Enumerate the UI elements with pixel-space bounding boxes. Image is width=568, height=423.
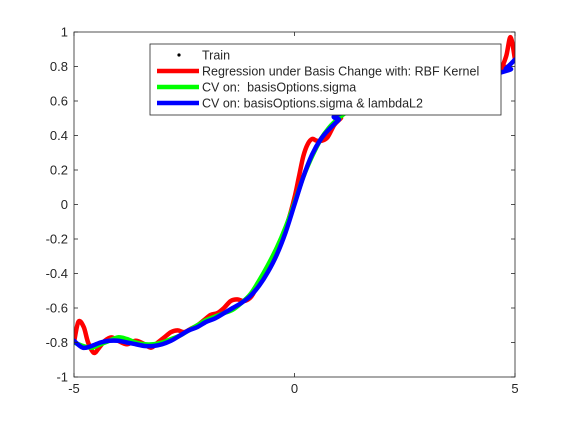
y-tick-label: -1	[56, 370, 68, 385]
y-tick-label: 0.4	[50, 128, 68, 143]
ticks-layer: -1 -0.8 -0.6 -0.4 -0.2 0 0.2 0.4 0.6 0.8 1 -5 0 5	[46, 25, 519, 397]
y-tick-label: 0.2	[50, 163, 68, 178]
legend-label-3: CV on: basisOptions.sigma & lambdaL2	[202, 97, 423, 111]
series-layer	[74, 34, 515, 356]
x-tick-label: -5	[68, 381, 80, 396]
legend-label-0: Train	[202, 49, 230, 63]
y-tick-label: 0.6	[50, 94, 68, 109]
legend-label-2: CV on: basisOptions.sigma	[202, 81, 356, 95]
series-lines	[74, 34, 515, 356]
legend: Train Regression under Basis Change with:…	[149, 43, 502, 116]
y-tick-label: 0.8	[50, 59, 68, 74]
legend-label-1: Regression under Basis Change with: RBF …	[202, 65, 479, 79]
y-tick-label: 0	[61, 197, 68, 212]
y-tick-label: -0.6	[46, 301, 68, 316]
y-tick-label: -0.8	[46, 335, 68, 350]
legend-marker-train	[177, 53, 181, 57]
legend-box	[149, 43, 502, 116]
y-tick-label: -0.2	[46, 232, 68, 247]
x-tick-label: 0	[291, 381, 298, 396]
series-line-3	[74, 57, 515, 351]
x-tick-label: 5	[511, 381, 518, 396]
y-tick-label: -0.4	[46, 266, 68, 281]
y-tick-label: 1	[61, 25, 68, 40]
